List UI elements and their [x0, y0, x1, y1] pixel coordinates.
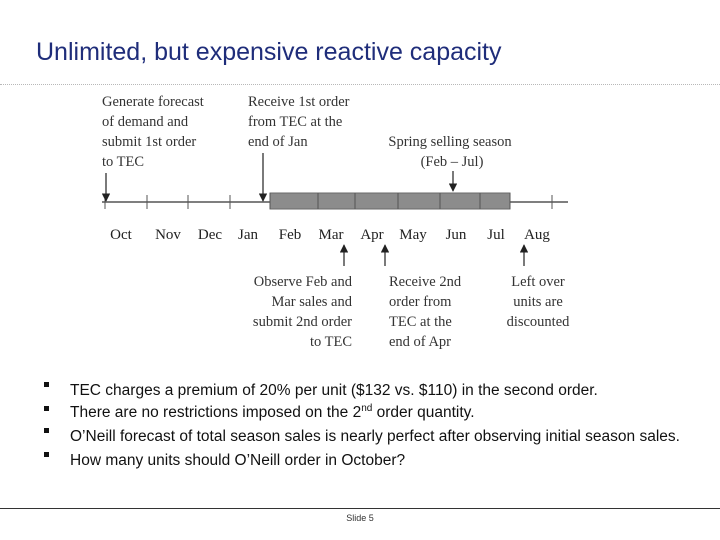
slide-number: Slide 5 — [346, 513, 374, 523]
bullet-sup: nd — [361, 403, 373, 415]
month-label: May — [399, 227, 427, 243]
svg-text:from TEC at the: from TEC at the — [248, 114, 342, 130]
timeline-diagram: Oct Nov Dec Jan Feb Mar Apr May Jun Jul … — [101, 94, 571, 350]
bullet-marker — [44, 428, 49, 434]
bullet-text: There are no restrictions imposed on the… — [70, 404, 362, 422]
svg-text:Receive 1st order: Receive 1st order — [248, 94, 350, 110]
bullet-item: O’Neill forecast of total season sales i… — [44, 422, 684, 446]
svg-text:TEC at the: TEC at the — [389, 314, 452, 330]
month-label: Mar — [319, 227, 344, 243]
month-label: Oct — [110, 227, 132, 243]
annotation-leftover-discounted: Left over units are discounted — [507, 244, 571, 330]
annotation-receive-second-order: Receive 2nd order from TEC at the end of… — [380, 244, 462, 350]
annotation-second-order-submit: Observe Feb and Mar sales and submit 2nd… — [253, 244, 353, 350]
bullet-item: How many units should O’Neill order in O… — [44, 446, 684, 470]
svg-text:Receive 2nd: Receive 2nd — [389, 274, 462, 290]
svg-text:of demand and: of demand and — [102, 114, 189, 130]
svg-text:Mar sales and: Mar sales and — [271, 294, 352, 310]
month-label: Feb — [279, 227, 302, 243]
svg-text:(Feb – Jul): (Feb – Jul) — [421, 154, 484, 170]
selling-season-bar — [269, 192, 511, 210]
bullet-list: TEC charges a premium of 20% per unit ($… — [44, 376, 684, 471]
axis-ticks — [104, 193, 553, 209]
bullet-item: TEC charges a premium of 20% per unit ($… — [44, 376, 684, 400]
month-label: Apr — [360, 227, 383, 243]
title-divider — [0, 84, 720, 85]
slide-title: Unlimited, but expensive reactive capaci… — [36, 38, 502, 66]
bullet-text: How many units should O’Neill order in O… — [70, 452, 406, 470]
svg-text:end of Jan: end of Jan — [248, 134, 308, 150]
svg-text:Observe Feb and: Observe Feb and — [254, 274, 353, 290]
bullet-marker — [44, 382, 49, 387]
bullet-marker — [44, 452, 49, 458]
svg-text:order from: order from — [389, 294, 452, 310]
svg-text:to TEC: to TEC — [102, 154, 144, 170]
annotation-first-order-forecast: Generate forecast of demand and submit 1… — [101, 94, 204, 202]
month-label: Aug — [524, 227, 550, 243]
svg-text:submit 1st order: submit 1st order — [102, 134, 196, 150]
bullet-text: O’Neill forecast of total season sales i… — [70, 428, 680, 446]
bullet-text: order quantity. — [372, 404, 475, 422]
svg-text:to TEC: to TEC — [310, 334, 352, 350]
month-label: Jan — [238, 227, 258, 243]
svg-text:Left over: Left over — [511, 274, 565, 290]
month-label: Jul — [487, 227, 505, 243]
month-label: Dec — [198, 227, 222, 243]
svg-text:units are: units are — [513, 294, 563, 310]
bullet-marker — [44, 406, 49, 412]
svg-text:Spring selling season: Spring selling season — [388, 134, 512, 150]
svg-text:Generate forecast: Generate forecast — [102, 94, 204, 110]
bullet-text: TEC charges a premium of 20% per unit ($… — [70, 382, 598, 400]
bullet-item: There are no restrictions imposed on the… — [44, 400, 684, 422]
svg-text:end of Apr: end of Apr — [389, 334, 451, 350]
month-label: Nov — [155, 227, 181, 243]
footer-divider — [0, 508, 720, 509]
annotation-receive-first-order: Receive 1st order from TEC at the end of… — [248, 94, 350, 202]
month-label: Jun — [446, 227, 467, 243]
annotation-selling-season: Spring selling season (Feb – Jul) — [388, 134, 512, 192]
svg-text:submit 2nd order: submit 2nd order — [253, 314, 352, 330]
svg-text:discounted: discounted — [507, 314, 571, 330]
